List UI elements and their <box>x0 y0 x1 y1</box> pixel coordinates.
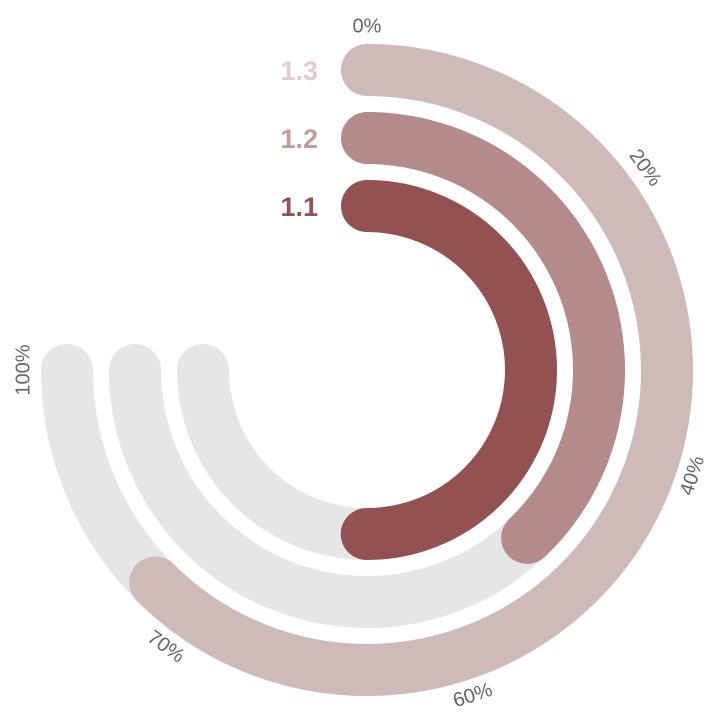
tick-label: 40% <box>676 453 709 498</box>
bar-1.3 <box>129 44 693 696</box>
bar-1.1 <box>340 180 557 560</box>
series-labels: 1.1 1.2 1.3 <box>280 56 318 222</box>
bar-1.2 <box>341 112 625 564</box>
series-label: 1.1 <box>280 192 318 222</box>
series-label: 1.3 <box>280 56 318 86</box>
tick-label: 0% <box>353 15 382 37</box>
tick-label: 100% <box>12 344 34 395</box>
bars <box>129 44 693 696</box>
tick-label: 60% <box>450 679 495 712</box>
series-label: 1.2 <box>280 124 318 154</box>
